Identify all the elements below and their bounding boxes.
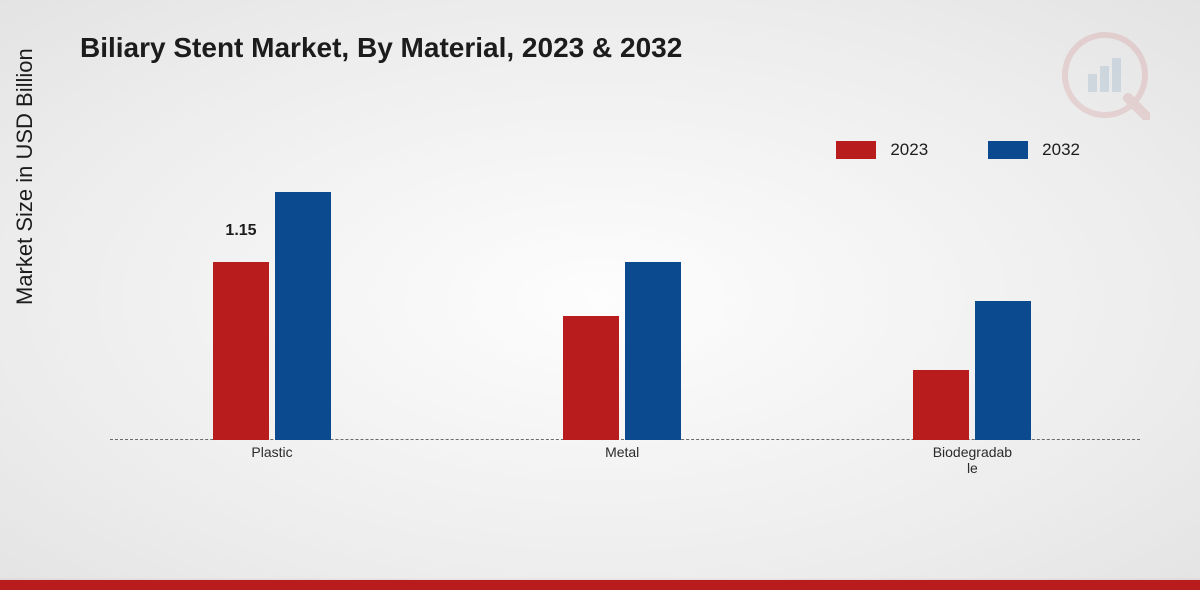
legend-label-2023: 2023 [890, 140, 928, 160]
legend-item-2032: 2032 [988, 140, 1080, 160]
plot-area: 2023 2032 1.15 Plastic Metal Biodegradab le [110, 130, 1140, 480]
legend: 2023 2032 [836, 140, 1080, 160]
category-wrap: Plastic [213, 440, 413, 480]
bar-2023 [213, 262, 269, 440]
legend-swatch-2023 [836, 141, 876, 159]
category-label: Biodegradab le [912, 444, 1032, 476]
category-label: Metal [562, 444, 682, 460]
legend-item-2023: 2023 [836, 140, 928, 160]
bar-2032 [275, 192, 331, 440]
bar-2032 [625, 262, 681, 440]
watermark-logo-icon [1060, 30, 1150, 125]
bar-2032 [975, 301, 1031, 441]
bar-2023 [563, 316, 619, 440]
category-wrap: Metal [563, 440, 763, 480]
legend-swatch-2032 [988, 141, 1028, 159]
category-label: Plastic [212, 444, 332, 460]
bar-2023 [913, 370, 969, 440]
category-wrap: Biodegradab le [913, 440, 1113, 480]
chart-title: Biliary Stent Market, By Material, 2023 … [80, 32, 682, 64]
y-axis-label: Market Size in USD Billion [12, 48, 38, 305]
bar-value-label: 1.15 [213, 222, 269, 240]
legend-label-2032: 2032 [1042, 140, 1080, 160]
footer-band [0, 580, 1200, 600]
